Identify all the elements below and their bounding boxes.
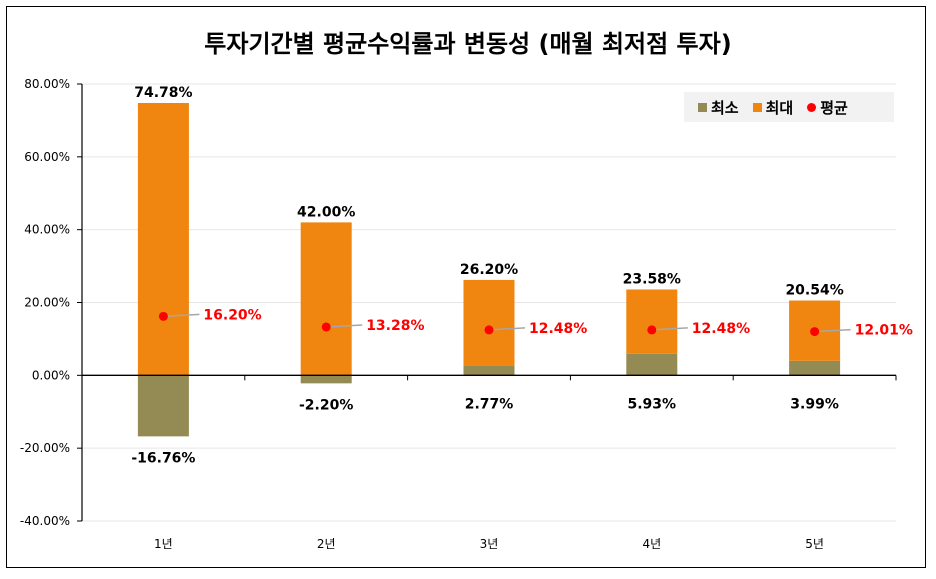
- legend-item-min: 최소: [698, 97, 739, 118]
- chart-title: 투자기간별 평균수익률과 변동성 (매월 최저점 투자): [204, 30, 732, 58]
- avg-point: [647, 325, 657, 335]
- legend-marker-avg: [807, 102, 817, 112]
- data-label-avg: 13.28%: [366, 318, 424, 334]
- bar-max: [626, 289, 678, 354]
- avg-leader-line: [651, 327, 688, 331]
- y-tick-label: -20.00%: [20, 441, 70, 455]
- legend-swatch-max: [752, 102, 762, 112]
- data-label-max: 23.58%: [623, 271, 681, 287]
- legend: 최소 최대 평균: [684, 92, 894, 122]
- data-label-min: -16.76%: [131, 450, 195, 466]
- bar-max: [137, 103, 189, 376]
- y-tick-label: 40.00%: [24, 223, 70, 237]
- data-label-min: -2.20%: [299, 397, 353, 413]
- data-label-max: 74.78%: [134, 85, 192, 101]
- avg-leader-line: [814, 328, 851, 333]
- y-tick-label: -40.00%: [20, 514, 70, 528]
- y-tick-label: 20.00%: [24, 296, 70, 310]
- data-label-min: 5.93%: [628, 396, 677, 412]
- data-label-min: 2.77%: [465, 396, 514, 412]
- avg-point: [810, 327, 820, 337]
- data-label-avg: 12.01%: [855, 323, 913, 339]
- bar-min: [789, 360, 841, 376]
- data-label-max: 20.54%: [785, 283, 843, 299]
- legend-item-max: 최대: [752, 97, 794, 118]
- y-tick-label: 0.00%: [32, 368, 70, 382]
- data-label-avg: 16.20%: [203, 307, 261, 323]
- bar-max: [463, 279, 515, 366]
- bar-min: [463, 365, 515, 376]
- bar-min: [626, 353, 678, 376]
- legend-label-max: 최대: [765, 98, 794, 117]
- x-tick-label: 2년: [317, 537, 336, 551]
- x-tick-label: 5년: [805, 537, 824, 551]
- legend-label-min: 최소: [711, 98, 739, 117]
- avg-point: [321, 322, 331, 332]
- legend-label-avg: 평균: [820, 98, 848, 117]
- avg-leader-line: [488, 327, 526, 331]
- legend-swatch-min: [698, 102, 707, 112]
- avg-leader-line: [326, 324, 363, 328]
- bar-min: [137, 375, 189, 437]
- bar-min: [300, 375, 352, 384]
- y-tick-label: 60.00%: [24, 150, 70, 164]
- avg-point: [484, 325, 494, 335]
- avg-point: [158, 311, 168, 321]
- data-label-avg: 12.48%: [529, 321, 587, 337]
- avg-leader-line: [163, 313, 200, 318]
- x-tick-label: 3년: [480, 537, 499, 551]
- legend-item-avg: 평균: [807, 97, 848, 118]
- data-label-max: 26.20%: [460, 262, 518, 278]
- bar-max: [300, 222, 352, 376]
- y-tick-label: 80.00%: [24, 77, 70, 91]
- x-tick-label: 4년: [642, 537, 661, 551]
- data-label-max: 42.00%: [297, 204, 355, 220]
- data-label-min: 3.99%: [790, 396, 839, 412]
- x-tick-label: 1년: [154, 537, 173, 551]
- data-label-avg: 12.48%: [692, 321, 750, 337]
